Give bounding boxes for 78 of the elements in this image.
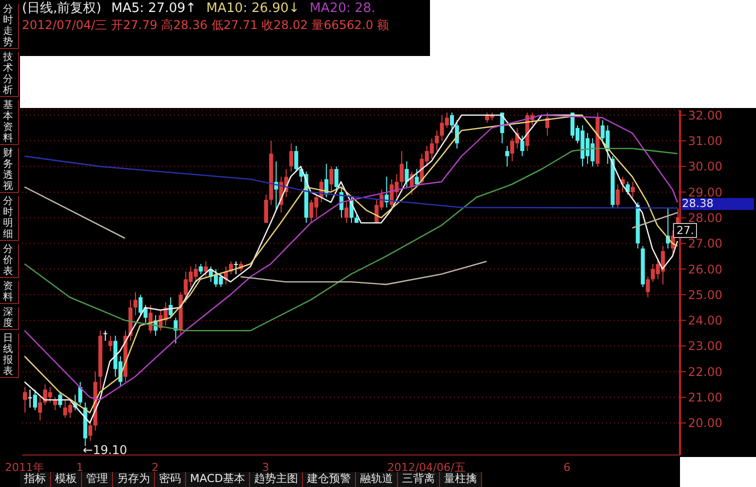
candlestick [630,181,635,198]
candlestick [294,145,298,172]
y-tick-label: 23.00 [688,339,722,354]
candlestick [289,142,294,172]
y-tick-label: 24.00 [688,314,722,328]
candlestick [108,335,112,352]
chart-title: (日线,前复权) [22,1,102,16]
candlestick [234,260,238,275]
candlestick [404,160,409,188]
candlestick [103,330,108,342]
chart-subtitle: 2012/07/04/三 开27.79 高28.36 低27.71 收28.02 量66562.0 额 [22,17,390,34]
text: MA20: 28. [310,1,376,16]
candlestick [33,389,38,411]
candlestick [88,420,92,442]
candlestick [329,166,334,193]
y-tick-label: 27.00 [688,236,722,251]
text: 技术分析 [3,52,14,96]
candlestick [414,168,419,188]
y-tick-label: 20.00 [688,416,722,430]
candlestick [616,184,620,208]
candlestick [545,112,550,136]
x-tick-label: 6 [563,460,570,474]
text: 三背离 [398,472,440,487]
annotation: 27. [673,223,697,238]
annotation: ←19.10 [82,443,128,458]
text: 分价表 [3,244,14,277]
text: 财务透视 [3,148,14,192]
candlestick [520,135,524,157]
text: MA5: 27.09↑ [111,1,196,16]
y-tick-label: 30.00 [688,160,722,174]
x-tick-label: 3 [262,460,270,474]
candlestick [78,381,82,406]
candlestick [198,263,203,275]
candlestick [505,145,510,167]
y-tick-label: 28.00 [688,210,722,225]
line-series [24,156,678,209]
y-tick-label: 32.00 [688,108,722,122]
text: 深度 [3,307,14,329]
text: 趋势主图 [250,472,303,487]
text: MACD基本 [186,472,250,487]
text: 建仓预警 [302,472,356,487]
text: 融轨道 [356,472,398,487]
x-tick-label: 2011年 [5,460,44,474]
candlestick [334,166,338,190]
candlestick [38,396,42,421]
line-series [240,260,488,286]
text: 分时明细 [3,196,14,240]
candlestick [264,194,268,224]
candlestick [646,276,650,298]
text: 密码 [155,472,186,487]
text: 资料 [3,281,14,303]
candlestick [134,292,138,316]
x-tick-label: 2012/04/06/五 [387,460,466,474]
candlestick [434,130,439,152]
y-tick-label: 25.00 [688,288,722,302]
candlestick [23,386,27,414]
candlestick [344,202,348,224]
text: 基本资料 [3,100,14,144]
text: 28.38 [682,196,754,210]
candlestick [450,112,454,134]
text: 另存为 [113,472,155,487]
text: 量柱擒 [440,472,482,487]
text: 分时走势 [3,4,14,48]
text: 管理 [82,472,113,487]
x-tick-label: 2 [152,460,159,474]
y-tick-label: 29.00 [688,185,722,200]
y-tick-label: 21.00 [688,390,722,405]
x-tick-label: 1 [76,460,84,474]
y-tick-label: 26.00 [688,262,722,276]
candlestick [28,389,32,408]
y-tick-label: 22.00 [688,364,722,379]
text: 日线报表 [3,333,14,377]
candlestick [204,260,208,278]
text: 模板 [51,472,82,487]
text: 指标 [20,472,51,487]
candlestick [400,150,404,188]
y-tick-label: 31.00 [688,134,722,148]
text: MA10: 26.90↓ [206,1,300,16]
